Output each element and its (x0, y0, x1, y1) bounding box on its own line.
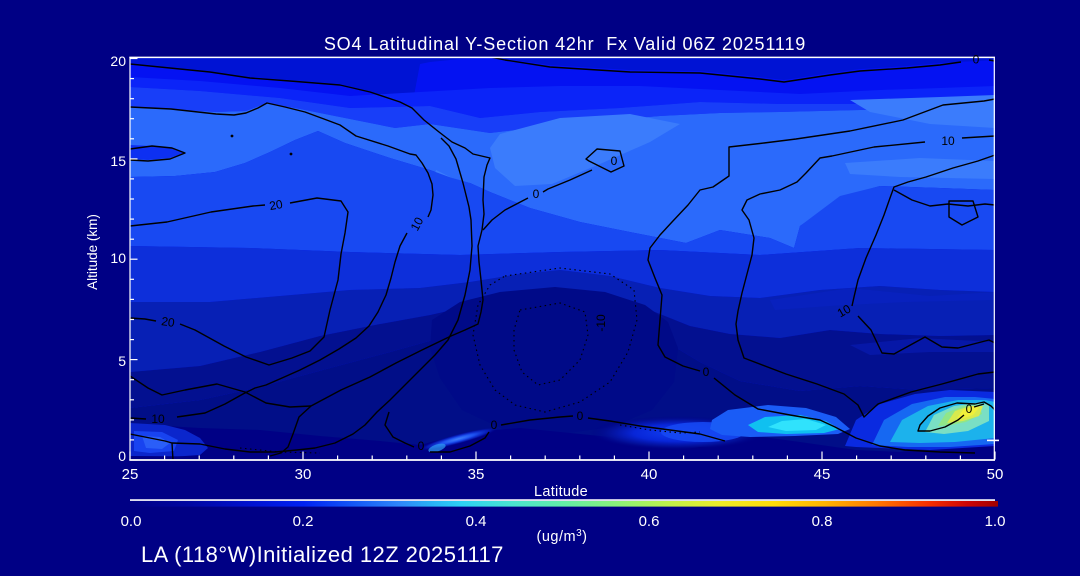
svg-text:0.8: 0.8 (812, 513, 833, 530)
svg-text:LA (118°W)Initialized 12Z 2025: LA (118°W)Initialized 12Z 20251117 (141, 542, 504, 567)
svg-text:0: 0 (533, 187, 540, 201)
svg-text:0: 0 (418, 439, 425, 453)
svg-text:0.0: 0.0 (121, 513, 142, 530)
svg-text:25: 25 (122, 466, 139, 483)
svg-text:20: 20 (110, 53, 126, 69)
svg-text:SO4 Latitudinal Y-Section 42hr: SO4 Latitudinal Y-Section 42hr Fx Valid … (324, 34, 806, 54)
svg-text:40: 40 (641, 466, 658, 483)
svg-text:35: 35 (468, 466, 485, 483)
svg-text:0: 0 (703, 365, 710, 379)
svg-text:1.0: 1.0 (985, 513, 1006, 530)
svg-text:5: 5 (118, 353, 126, 369)
svg-text:0: 0 (118, 448, 126, 464)
svg-text:20: 20 (268, 197, 284, 213)
svg-text:-10: -10 (594, 314, 608, 332)
svg-text:0.6: 0.6 (639, 513, 660, 530)
svg-text:15: 15 (110, 153, 126, 169)
svg-text:10: 10 (110, 250, 126, 266)
svg-text:0.2: 0.2 (293, 513, 314, 530)
svg-text:0: 0 (973, 53, 980, 67)
svg-text:0: 0 (966, 402, 973, 416)
svg-text:20: 20 (160, 314, 175, 330)
svg-text:0: 0 (577, 409, 584, 423)
svg-text:0: 0 (611, 154, 618, 168)
svg-text:Latitude: Latitude (534, 484, 588, 500)
svg-text:Altitude (km): Altitude (km) (85, 214, 100, 290)
svg-text:10: 10 (941, 134, 955, 148)
svg-text:(ug/m3): (ug/m3) (537, 528, 588, 545)
svg-text:30: 30 (295, 466, 312, 483)
svg-text:45: 45 (814, 466, 831, 483)
svg-text:50: 50 (987, 466, 1004, 483)
svg-text:0: 0 (491, 418, 498, 432)
svg-text:10: 10 (408, 215, 427, 234)
svg-text:10: 10 (151, 412, 165, 426)
svg-text:0.4: 0.4 (466, 513, 487, 530)
svg-text:10: 10 (835, 301, 854, 320)
